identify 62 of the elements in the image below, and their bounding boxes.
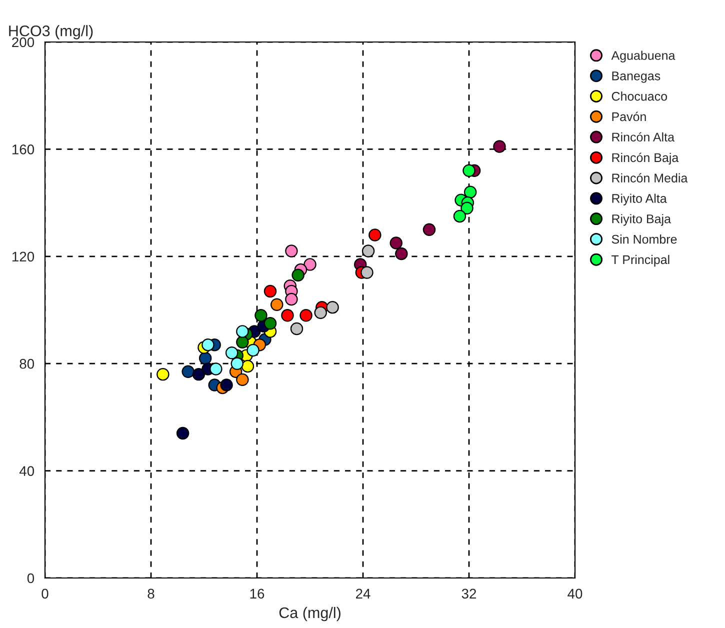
point — [230, 357, 244, 370]
point — [395, 247, 408, 260]
point — [462, 164, 476, 178]
point — [236, 325, 249, 338]
point — [270, 298, 284, 312]
x-tick-label: 0 — [42, 588, 48, 599]
y-tick-label: 40 — [19, 466, 34, 476]
point — [241, 360, 254, 373]
x-tick-label: 32 — [462, 588, 476, 599]
point — [285, 244, 298, 258]
point — [290, 322, 304, 336]
legend-label: T Principal — [612, 254, 670, 267]
point — [368, 228, 382, 242]
point — [156, 368, 170, 381]
point — [264, 317, 277, 330]
y-tick-label: 160 — [12, 144, 34, 154]
legend-label: Rincón Baja — [612, 152, 679, 165]
x-tick-label: 40 — [568, 588, 582, 599]
point — [460, 202, 474, 215]
point — [225, 346, 238, 360]
x-tick-label: 16 — [250, 588, 264, 599]
point — [314, 306, 327, 320]
point — [264, 284, 277, 298]
point — [285, 292, 298, 306]
legend-label: Sin Nombre — [612, 234, 677, 244]
point — [192, 368, 206, 381]
point — [390, 236, 402, 250]
point — [236, 373, 249, 386]
legend-label: Riyito Alta — [612, 194, 667, 206]
point — [453, 210, 466, 223]
point — [464, 186, 477, 198]
point — [281, 308, 294, 322]
point — [362, 244, 375, 258]
point — [304, 258, 316, 271]
point — [422, 223, 436, 236]
legend-label: Riyito Baja — [612, 214, 671, 226]
point — [182, 365, 194, 378]
legend-label: Pavón — [612, 112, 646, 122]
x-tick-label: 8 — [148, 588, 154, 599]
legend-label: Rincón Media — [612, 173, 688, 182]
y-tick-label: 120 — [12, 252, 34, 262]
point — [220, 378, 233, 392]
y-tick-label: 80 — [20, 358, 34, 369]
point — [176, 426, 190, 440]
legend-label: Banegas — [612, 72, 660, 83]
y-tick-label: 0 — [27, 573, 34, 584]
legend-label: Rincón Alta — [612, 132, 674, 142]
point — [360, 266, 374, 279]
x-axis-title: Ca (mg/l) — [279, 606, 340, 622]
x-tick-label: 24 — [356, 588, 370, 598]
point — [493, 140, 506, 153]
point — [236, 336, 249, 349]
point — [254, 308, 268, 322]
legend-label: Chocuaco — [612, 92, 668, 101]
point — [210, 362, 222, 376]
point — [246, 344, 260, 357]
legend-label: Aguabuena — [611, 50, 676, 62]
point — [326, 300, 339, 314]
point — [202, 338, 214, 352]
y-tick-label: 200 — [12, 37, 34, 48]
point — [292, 268, 304, 282]
point — [300, 308, 312, 322]
